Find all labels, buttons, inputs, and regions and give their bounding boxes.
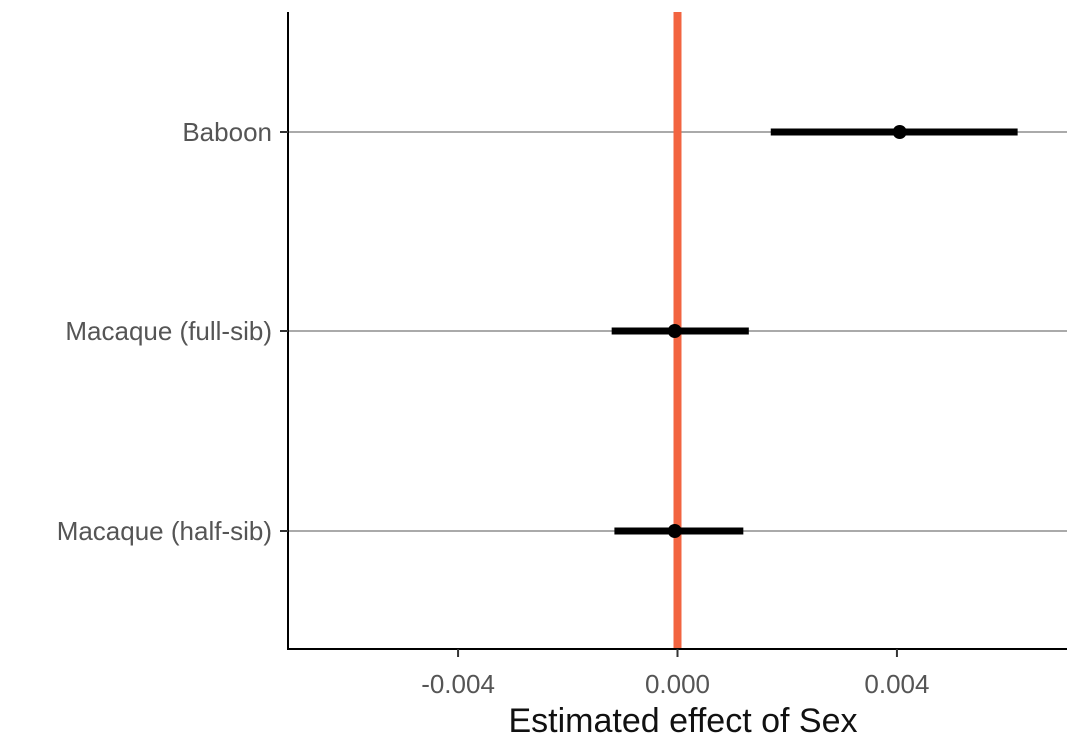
point-estimate <box>667 524 682 538</box>
labels-group: Baboon Macaque (full-sib) Macaque (half-si… <box>57 117 930 699</box>
x-tick-label: 0.004 <box>864 669 929 699</box>
category-label: Macaque (half-sib) <box>57 516 272 546</box>
axes <box>280 12 1067 657</box>
category-label: Macaque (full-sib) <box>65 316 272 346</box>
category-label: Baboon <box>182 117 272 147</box>
x-tick-label: 0.000 <box>645 669 710 699</box>
point-estimate <box>892 125 907 139</box>
x-tick-label: -0.004 <box>421 669 495 699</box>
x-axis-title: Estimated effect of Sex <box>509 702 858 740</box>
point-estimate <box>667 324 682 338</box>
intervals-group <box>611 125 1018 538</box>
